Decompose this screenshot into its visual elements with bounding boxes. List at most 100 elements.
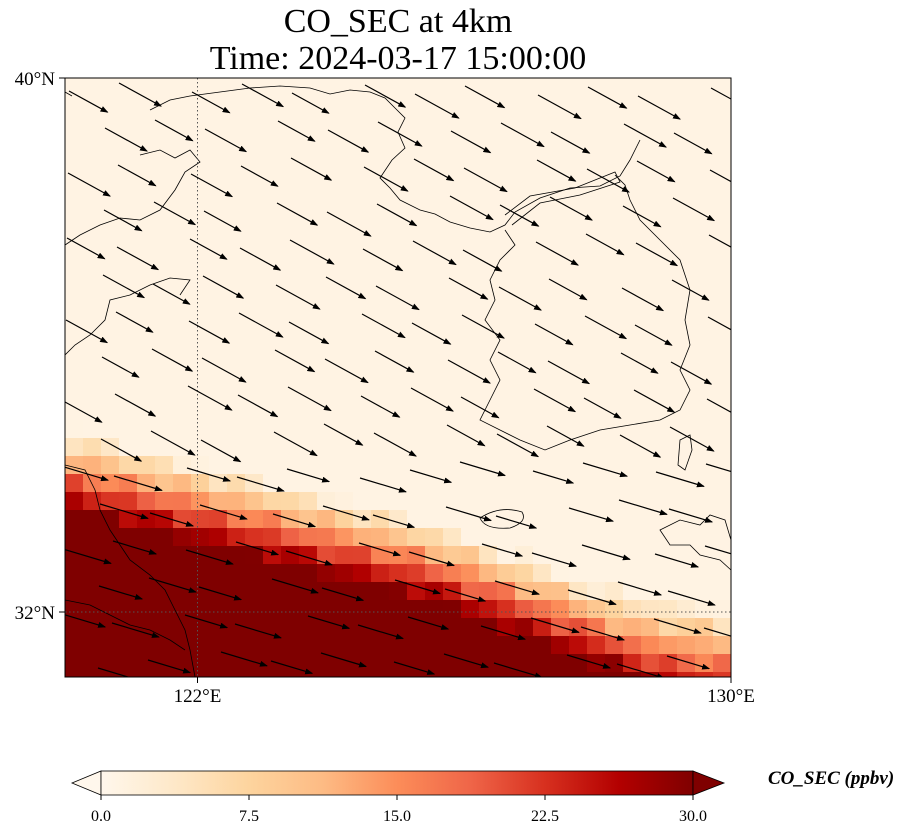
- field-cell: [443, 294, 462, 313]
- field-cell: [299, 600, 318, 619]
- field-cell: [155, 510, 174, 529]
- field-cell: [713, 168, 731, 187]
- field-cell: [407, 186, 426, 205]
- wind-vector: [274, 349, 316, 373]
- field-cell: [155, 384, 174, 403]
- field-cell: [281, 384, 300, 403]
- field-cell: [335, 528, 354, 547]
- wind-vector: [116, 246, 160, 271]
- field-cell: [623, 636, 642, 655]
- field-cell: [227, 96, 246, 115]
- field-cell: [677, 330, 696, 349]
- field-cell: [407, 564, 426, 583]
- field-cell: [65, 366, 84, 385]
- field-cell: [335, 222, 354, 241]
- field-cell: [659, 546, 678, 565]
- field-cell: [191, 348, 210, 367]
- field-cell: [191, 564, 210, 583]
- wind-vector: [199, 504, 248, 520]
- field-cell: [155, 546, 174, 565]
- field-cell: [191, 78, 210, 97]
- field-cell: [497, 402, 516, 421]
- field-cell: [515, 492, 534, 511]
- field-cell: [281, 312, 300, 331]
- field-cell: [425, 204, 444, 223]
- field-cell: [497, 438, 516, 457]
- colorbar-tick-label: 22.5: [531, 808, 559, 825]
- wind-vector: [321, 587, 365, 602]
- field-cell: [227, 78, 246, 97]
- field-cell: [533, 420, 552, 439]
- wind-vector: [673, 132, 713, 155]
- wind-vector: [238, 312, 284, 338]
- wind-vector: [325, 276, 367, 300]
- field-cell: [569, 438, 588, 457]
- field-cell: [299, 636, 318, 655]
- field-cell: [497, 366, 516, 385]
- field-cell: [299, 186, 318, 205]
- field-cell: [335, 240, 354, 259]
- wind-vector: [633, 389, 676, 413]
- field-cell: [245, 402, 264, 421]
- field-cell: [371, 564, 390, 583]
- field-cell: [677, 474, 696, 493]
- field-cell: [515, 672, 534, 677]
- field-cell: [425, 528, 444, 547]
- field-cell: [677, 312, 696, 331]
- field-cell: [281, 528, 300, 547]
- field-cell: [551, 78, 570, 97]
- field-cell: [587, 582, 606, 601]
- field-cell: [83, 420, 102, 439]
- wind-vector: [113, 475, 163, 492]
- field-cell: [155, 528, 174, 547]
- field-cell: [137, 276, 156, 295]
- field-cell: [641, 384, 660, 403]
- field-cell: [425, 222, 444, 241]
- field-cell: [101, 186, 120, 205]
- field-cell: [227, 402, 246, 421]
- wind-vector: [654, 553, 700, 568]
- field-cell: [407, 276, 426, 295]
- field-cell: [677, 222, 696, 241]
- field-cell: [65, 132, 84, 151]
- field-cell: [173, 636, 192, 655]
- field-cell: [389, 456, 408, 475]
- field-cell: [623, 672, 642, 677]
- field-cell: [443, 456, 462, 475]
- field-cell: [227, 204, 246, 223]
- wind-vector: [444, 588, 487, 602]
- field-cell: [479, 114, 498, 133]
- field-cell: [353, 672, 372, 677]
- field-cell: [281, 474, 300, 493]
- wind-vector: [536, 159, 577, 182]
- field-cell: [101, 240, 120, 259]
- field-cell: [119, 186, 138, 205]
- field-cell: [119, 240, 138, 259]
- field-cell: [65, 600, 84, 619]
- field-cell: [569, 402, 588, 421]
- field-cell: [137, 384, 156, 403]
- field-cell: [569, 348, 588, 367]
- wind-vector: [287, 386, 332, 412]
- field-cell: [425, 420, 444, 439]
- field-cell: [515, 132, 534, 151]
- coastline-layer: [65, 85, 731, 677]
- field-cell: [245, 438, 264, 457]
- field-cell: [479, 312, 498, 331]
- field-cell: [245, 204, 264, 223]
- field-cell: [551, 600, 570, 619]
- field-cell: [83, 582, 102, 601]
- field-cell: [137, 474, 156, 493]
- field-cell: [227, 654, 246, 673]
- field-cell: [515, 438, 534, 457]
- field-cell: [407, 528, 426, 547]
- field-cell: [695, 258, 714, 277]
- field-cell: [515, 654, 534, 673]
- field-cell: [479, 132, 498, 151]
- field-cell: [155, 438, 174, 457]
- field-cell: [173, 402, 192, 421]
- field-cell: [245, 96, 264, 115]
- field-cell: [623, 222, 642, 241]
- field-cell: [497, 276, 516, 295]
- wind-vector: [376, 203, 418, 227]
